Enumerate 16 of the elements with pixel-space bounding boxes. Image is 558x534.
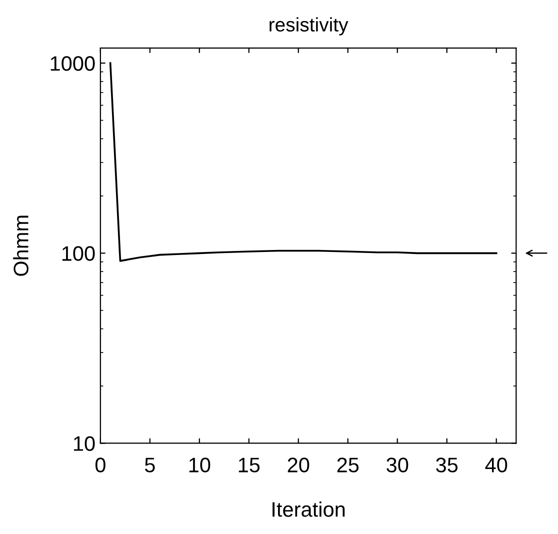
x-tick-label: 5: [144, 458, 155, 472]
x-axis-title: Iteration: [272, 502, 345, 517]
x-tick-label: 20: [288, 458, 310, 472]
line-series: [109, 62, 498, 262]
x-tick-label: 0: [95, 458, 106, 472]
y-tick-label: 1000: [50, 56, 95, 71]
x-tick-label: 15: [238, 458, 260, 472]
x-tick-label: 35: [436, 458, 458, 472]
chart-title: resistivity: [270, 17, 348, 36]
y-tick-label: 10: [74, 436, 95, 451]
x-tick-label: 10: [189, 458, 210, 472]
y-axis-title: Ohmm: [13, 216, 28, 276]
x-tick-label: 30: [386, 458, 408, 472]
x-tick-label: 40: [485, 458, 508, 472]
y-tick-label: 100: [62, 246, 95, 261]
x-tick-label: 25: [337, 458, 359, 472]
